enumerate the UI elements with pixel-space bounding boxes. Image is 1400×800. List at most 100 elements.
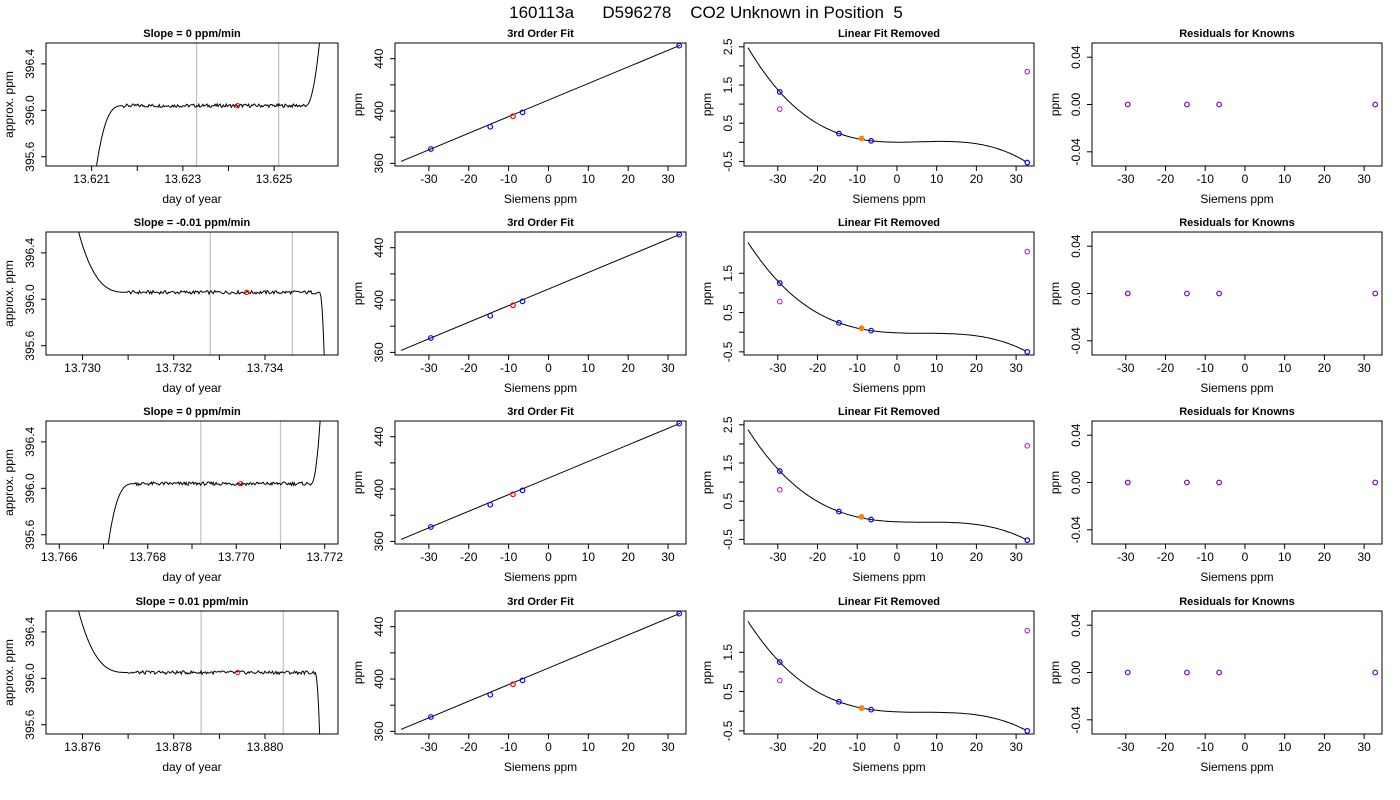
y-tick-label: -0.5 — [721, 529, 735, 550]
y-axis-label: ppm — [351, 93, 365, 116]
x-tick-label: -30 — [1117, 740, 1135, 754]
x-tick-label: 20 — [1318, 740, 1332, 754]
x-tick-label: 30 — [1357, 172, 1371, 186]
x-tick-label: -10 — [1197, 740, 1215, 754]
plot-frame — [45, 610, 339, 735]
known-point — [487, 312, 494, 319]
panel-linear_removed-4: Linear Fit Removed Siemens ppm ppm -30 -20 -1… — [700, 596, 1035, 774]
plot-area — [747, 429, 1031, 544]
plot-frame — [743, 420, 1035, 545]
x-tick-label: -20 — [1157, 550, 1175, 564]
x-tick-label: -20 — [460, 361, 478, 375]
x-tick-label: -30 — [769, 740, 787, 754]
plot-area — [400, 43, 683, 162]
x-tick-label: 13.878 — [155, 740, 192, 754]
x-tick-label: -20 — [460, 172, 478, 186]
x-tick-label: 30 — [1009, 172, 1023, 186]
residual-point — [1216, 290, 1223, 297]
x-tick-label: 10 — [582, 361, 596, 375]
panel-fit-1: 3rd Order Fit Siemens ppm ppm -30 -20 -10 0 10 2… — [351, 28, 687, 206]
x-tick-label: -20 — [1157, 172, 1175, 186]
y-tick-label: 360 — [372, 721, 386, 741]
plot-area — [1124, 479, 1379, 486]
y-tick-label: -0.04 — [1069, 516, 1083, 544]
fit-curve — [747, 429, 1027, 541]
y-axis-label: ppm — [351, 661, 365, 684]
y-tick-label: 0.04 — [1069, 423, 1083, 447]
residual-point — [1216, 101, 1223, 108]
fit-line — [400, 233, 681, 351]
x-tick-label: 10 — [930, 740, 944, 754]
panel-linear_removed-1: Linear Fit Removed Siemens ppm ppm -30 -20 -1… — [700, 28, 1035, 206]
y-tick-label: 396.0 — [23, 284, 37, 314]
mean-marker — [244, 289, 250, 296]
plot-frame — [1091, 42, 1383, 167]
x-tick-label: -30 — [1117, 550, 1135, 564]
x-tick-label: -30 — [769, 550, 787, 564]
x-tick-label: 13.730 — [64, 361, 101, 375]
x-tick-label: 0 — [894, 550, 901, 564]
y-tick-label: 396.0 — [23, 473, 37, 503]
known-point — [776, 280, 783, 286]
x-tick-label: 30 — [1009, 740, 1023, 754]
known-point — [427, 714, 434, 720]
plot-area — [107, 421, 321, 544]
x-tick-label: -30 — [420, 172, 438, 186]
x-tick-label: 30 — [1357, 361, 1371, 375]
x-axis-label: Siemens ppm — [504, 570, 577, 584]
x-tick-label: 13.625 — [256, 172, 293, 186]
known-point — [487, 691, 494, 698]
x-axis-label: Siemens ppm — [852, 192, 925, 206]
x-axis-label: day of year — [162, 192, 221, 206]
x-axis-label: day of year — [162, 760, 221, 774]
x-tick-label: 13.772 — [306, 550, 343, 564]
x-tick-label: 20 — [1318, 361, 1332, 375]
x-tick-label: 13.880 — [247, 740, 284, 754]
y-tick-label: -0.04 — [1069, 706, 1083, 734]
panel-title: Residuals for Knowns — [1179, 406, 1295, 418]
x-tick-label: 13.732 — [155, 361, 192, 375]
y-axis-label: ppm — [700, 661, 714, 684]
panel-fit-3: 3rd Order Fit Siemens ppm ppm -30 -20 -10 0 10 2… — [351, 406, 687, 584]
panel-trace-4: Slope = 0.01 ppm/min day of year approx. p… — [2, 596, 339, 774]
residual-point — [1124, 669, 1131, 676]
fit-curve — [747, 242, 1027, 352]
plot-area — [747, 242, 1031, 355]
x-tick-label: 13.770 — [218, 550, 255, 564]
x-tick-label: -20 — [1157, 361, 1175, 375]
x-axis-label: Siemens ppm — [852, 381, 925, 395]
x-tick-label: 20 — [622, 740, 636, 754]
residual-point — [1124, 479, 1131, 486]
x-tick-label: 10 — [1278, 740, 1292, 754]
panel-title: Slope = -0.01 ppm/min — [134, 217, 251, 229]
x-tick-label: 30 — [1009, 550, 1023, 564]
plot-frame — [394, 231, 687, 356]
y-tick-label: 396.0 — [23, 95, 37, 125]
y-tick-label: 396.4 — [23, 238, 37, 268]
panel-residuals-4: Residuals for Knowns Siemens ppm ppm -30 -20… — [1048, 596, 1383, 774]
panel-trace-1: Slope = 0 ppm/min day of year approx. ppm 1… — [2, 28, 339, 206]
y-axis-label: approx. ppm — [2, 71, 16, 138]
panel-grid: Slope = 0 ppm/min day of year approx. ppm 1… — [2, 28, 1383, 774]
panel-residuals-1: Residuals for Knowns Siemens ppm ppm -30 -20… — [1048, 28, 1383, 206]
y-axis-label: approx. ppm — [2, 639, 16, 706]
x-tick-label: 20 — [970, 361, 984, 375]
plot-area — [1124, 290, 1379, 297]
y-tick-label: 2.5 — [721, 416, 735, 433]
plot-frame — [1091, 231, 1383, 356]
panel-title: 3rd Order Fit — [507, 217, 574, 229]
residual-point — [1184, 101, 1190, 108]
y-tick-label: 360 — [372, 342, 386, 362]
residual-point — [1184, 290, 1190, 297]
plot-frame — [1091, 610, 1383, 735]
x-tick-label: 10 — [1278, 550, 1292, 564]
plot-frame — [394, 420, 687, 545]
y-tick-label: 400 — [372, 479, 386, 499]
x-tick-label: 13.623 — [165, 172, 202, 186]
plot-area — [1124, 669, 1379, 676]
residual-point — [1184, 479, 1190, 486]
known-point — [519, 677, 526, 684]
x-tick-label: -20 — [460, 740, 478, 754]
residual-point — [1124, 101, 1131, 108]
plot-frame — [394, 610, 687, 735]
